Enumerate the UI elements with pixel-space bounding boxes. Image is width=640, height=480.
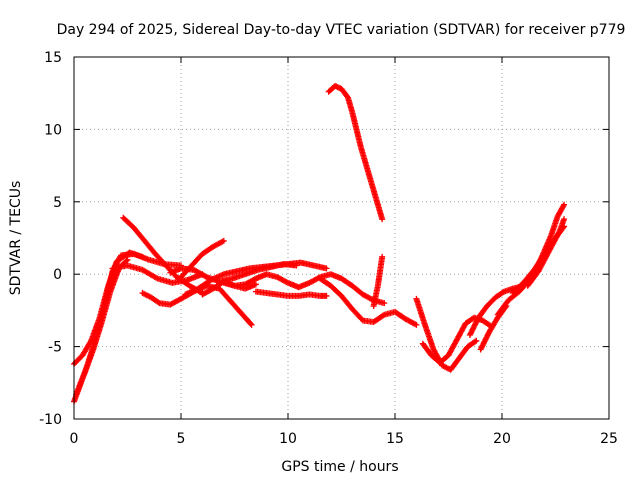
series-arc-main-rise-3 <box>73 256 131 398</box>
axis-ticks: 0 5 10 15 20 25 -10 -5 0 5 10 15 <box>39 50 618 447</box>
series-arc-trough-a <box>413 295 480 373</box>
series-arc-recovery-a <box>494 201 568 318</box>
series-arc-main-rise <box>71 250 184 405</box>
data-point-marker <box>379 216 386 223</box>
data-point-marker <box>478 343 485 350</box>
data-point-marker <box>344 93 351 100</box>
data-point-marker <box>561 216 568 223</box>
y-tick-label: 10 <box>44 122 62 138</box>
data-point-marker <box>470 323 477 330</box>
x-tick-label: 10 <box>279 431 297 447</box>
data-point-marker <box>248 321 255 328</box>
data-point-marker <box>471 322 478 329</box>
series-arc-recovery-c <box>524 216 568 289</box>
data-point-marker <box>469 326 476 333</box>
data-point-marker <box>155 299 162 306</box>
data-point-marker <box>473 337 480 344</box>
data-point-marker <box>139 253 146 260</box>
data-point-marker <box>323 265 330 272</box>
data-point-marker <box>283 279 290 286</box>
series-arc-mid-c <box>182 259 330 298</box>
data-point-marker <box>379 253 386 260</box>
data-point-marker <box>124 256 131 263</box>
data-point-marker <box>473 318 480 325</box>
data-point-marker <box>480 341 487 348</box>
data-point-marker <box>477 346 484 353</box>
x-tick-label: 25 <box>600 431 618 447</box>
data-point-marker <box>560 202 567 209</box>
data-point-marker <box>219 238 226 245</box>
series-arc-late-spike <box>370 253 386 310</box>
data-point-marker <box>470 325 477 332</box>
data-point-marker <box>468 328 475 335</box>
data-point-marker <box>412 321 419 328</box>
data-point-marker <box>220 237 227 244</box>
data-point-marker <box>247 320 254 327</box>
x-tick-label: 0 <box>70 431 79 447</box>
y-axis-label: SDTVAR / TECUs <box>8 181 24 296</box>
data-point-marker <box>472 321 479 328</box>
x-tick-label: 15 <box>386 431 404 447</box>
series-arc-dip <box>317 275 420 328</box>
data-point-marker <box>466 332 473 339</box>
x-axis-label: GPS time / hours <box>281 459 398 475</box>
data-point-marker <box>413 321 420 328</box>
data-point-marker <box>482 337 489 344</box>
data-point-marker <box>474 317 481 324</box>
y-tick-label: 0 <box>53 267 62 283</box>
data-point-marker <box>481 338 488 345</box>
series-arc-mid-b <box>178 237 227 281</box>
series-arc-mid-e <box>252 288 330 299</box>
y-tick-label: 15 <box>44 50 62 66</box>
data-point-marker <box>380 312 387 319</box>
series-arc-trough-d <box>477 303 510 353</box>
data-point-marker <box>472 319 479 326</box>
data-point-marker <box>252 281 259 288</box>
plot-frame <box>73 56 610 420</box>
data-point-marker <box>202 273 209 280</box>
x-tick-label: 20 <box>493 431 511 447</box>
series-arc-spike <box>325 82 386 223</box>
data-point-marker <box>561 201 568 208</box>
x-tick-label: 5 <box>177 431 186 447</box>
data-point-marker <box>468 329 475 336</box>
data-point-marker <box>484 333 491 340</box>
grid-lines <box>74 57 609 419</box>
chart-title: Day 294 of 2025, Sidereal Day-to-day VTE… <box>57 22 626 38</box>
data-point-marker <box>472 338 479 345</box>
data-point-marker <box>381 300 388 307</box>
data-points <box>71 82 568 405</box>
series-arc-trough-b <box>419 314 495 366</box>
y-tick-label: 5 <box>53 195 62 211</box>
data-point-marker <box>483 334 490 341</box>
y-tick-label: -10 <box>39 412 62 428</box>
data-point-marker <box>251 276 258 283</box>
data-point-marker <box>482 335 489 342</box>
data-point-marker <box>484 331 491 338</box>
y-tick-label: -5 <box>48 340 62 356</box>
data-point-marker <box>479 342 486 349</box>
data-point-marker <box>87 339 94 346</box>
data-point-marker <box>478 345 485 352</box>
data-point-marker <box>480 339 487 346</box>
data-point-marker <box>323 292 330 299</box>
data-point-marker <box>467 330 474 337</box>
